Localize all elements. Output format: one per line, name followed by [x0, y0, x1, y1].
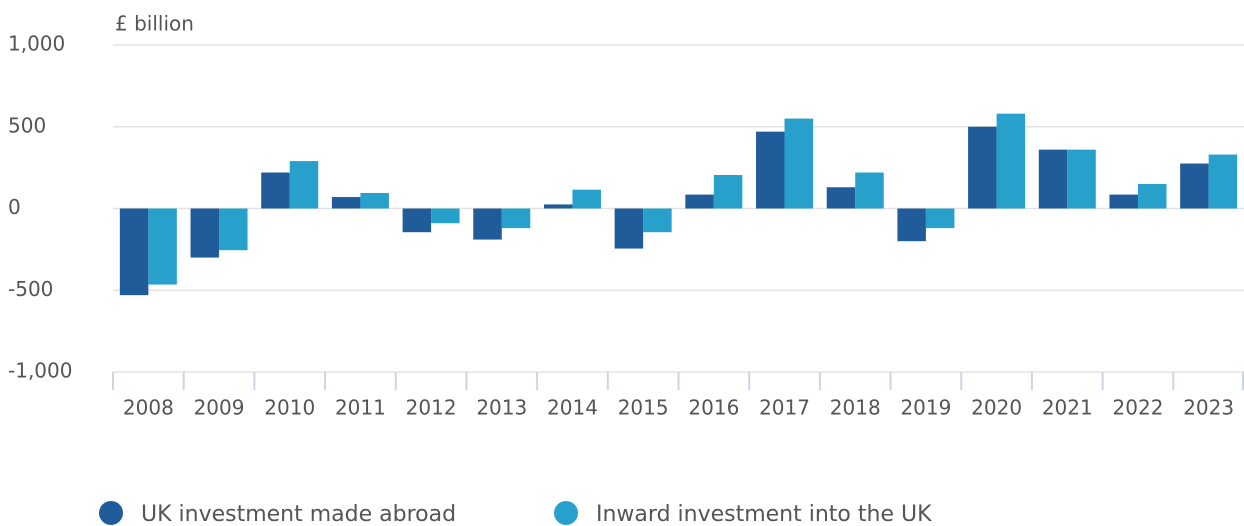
y-tick-label: -1,000 — [8, 359, 72, 383]
bar — [148, 208, 177, 285]
x-tick-label: 2022 — [1113, 396, 1164, 420]
x-tick-label: 2019 — [900, 396, 951, 420]
bar — [1109, 194, 1138, 209]
bar — [685, 194, 714, 209]
y-tick-label: 500 — [8, 113, 46, 137]
bar — [331, 197, 361, 209]
bar — [855, 172, 884, 209]
x-tick-label: 2008 — [123, 396, 174, 420]
y-tick-label: 0 — [8, 195, 21, 219]
bar — [190, 208, 220, 258]
bar — [713, 174, 743, 209]
bar — [1038, 149, 1068, 209]
x-tick-label: 2018 — [830, 396, 881, 420]
x-tick-label: 2010 — [264, 396, 315, 420]
bar — [572, 189, 601, 209]
y-tick-label: -500 — [8, 277, 53, 301]
bar — [543, 204, 573, 209]
bar — [473, 208, 502, 240]
x-tick-label: 2021 — [1042, 396, 1093, 420]
bar — [996, 113, 1026, 209]
x-tick-label: 2017 — [759, 396, 810, 420]
bar — [1208, 154, 1238, 209]
bar — [897, 208, 926, 242]
bar — [1137, 183, 1167, 209]
x-tick-label: 2016 — [688, 396, 739, 420]
legend-text: Inward investment into the UK — [596, 502, 932, 526]
bar — [784, 118, 814, 209]
bar — [1180, 163, 1209, 209]
bar — [119, 208, 149, 296]
bar — [402, 208, 432, 233]
x-tick-label: 2011 — [335, 396, 386, 420]
x-tick-label: 2009 — [194, 396, 245, 420]
bar — [360, 192, 389, 209]
legend-swatch — [554, 501, 578, 525]
bar — [614, 208, 644, 249]
bar — [289, 161, 319, 209]
bar — [643, 208, 672, 233]
bar — [756, 131, 785, 209]
legend-text: UK investment made abroad — [141, 502, 456, 526]
x-tick-label: 2023 — [1183, 396, 1234, 420]
bar — [219, 208, 248, 251]
x-tick-label: 2020 — [971, 396, 1022, 420]
y-axis-label: £ billion — [115, 12, 194, 36]
bar — [968, 126, 997, 209]
x-tick-label: 2013 — [476, 396, 527, 420]
bar — [826, 187, 856, 209]
x-tick-label: 2012 — [406, 396, 457, 420]
y-tick-label: 1,000 — [8, 32, 65, 56]
bar — [431, 208, 460, 224]
bar — [501, 208, 531, 229]
bar — [1067, 149, 1096, 209]
x-tick-label: 2014 — [547, 396, 598, 420]
x-tick-label: 2015 — [618, 396, 669, 420]
bar — [925, 208, 955, 229]
legend-swatch — [99, 501, 123, 525]
bar — [261, 172, 290, 209]
